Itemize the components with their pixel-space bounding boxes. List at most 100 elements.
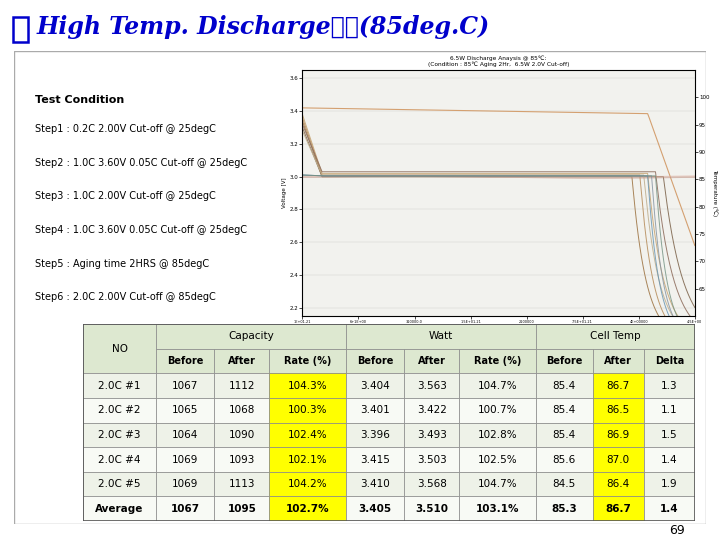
Text: Delta: Delta <box>654 356 684 366</box>
Text: 3.410: 3.410 <box>360 479 390 489</box>
Text: Step4 : 1.0C 3.60V 0.05C Cut-off @ 25degC: Step4 : 1.0C 3.60V 0.05C Cut-off @ 25deg… <box>35 225 247 235</box>
Y-axis label: Voltage [V]: Voltage [V] <box>282 178 287 208</box>
Text: Cell Temp: Cell Temp <box>590 332 641 341</box>
Text: 86.7: 86.7 <box>607 381 630 390</box>
Text: Step5 : Aging time 2HRS @ 85degC: Step5 : Aging time 2HRS @ 85degC <box>35 259 210 268</box>
Bar <box>593 398 644 422</box>
Y-axis label: Temperature (℃): Temperature (℃) <box>712 170 718 217</box>
Bar <box>346 324 536 349</box>
Bar <box>156 447 215 472</box>
Text: 3.493: 3.493 <box>417 430 446 440</box>
Bar <box>644 373 695 398</box>
Text: 3.568: 3.568 <box>417 479 446 489</box>
Bar <box>156 496 215 521</box>
Text: 102.4%: 102.4% <box>288 430 328 440</box>
Text: 1.1: 1.1 <box>661 405 678 415</box>
Text: 84.5: 84.5 <box>552 479 576 489</box>
Text: 1.4: 1.4 <box>660 504 679 514</box>
Bar <box>459 472 536 496</box>
Text: NO: NO <box>112 343 127 354</box>
Text: 86.5: 86.5 <box>607 405 630 415</box>
Bar <box>156 373 215 398</box>
Bar <box>404 398 459 422</box>
Text: 85.4: 85.4 <box>552 405 576 415</box>
Text: 100.3%: 100.3% <box>288 405 328 415</box>
Bar <box>346 422 404 447</box>
Text: 69: 69 <box>669 524 685 537</box>
Text: Before: Before <box>167 356 204 366</box>
Bar <box>536 398 593 422</box>
Bar <box>269 349 346 373</box>
Text: 2.0C #4: 2.0C #4 <box>98 455 141 464</box>
Bar <box>459 398 536 422</box>
Bar <box>269 422 346 447</box>
Bar <box>404 349 459 373</box>
Text: Step6 : 2.0C 2.00V Cut-off @ 85degC: Step6 : 2.0C 2.00V Cut-off @ 85degC <box>35 292 216 302</box>
Bar <box>215 349 269 373</box>
Bar <box>13 17 28 42</box>
Bar <box>346 447 404 472</box>
Text: 1069: 1069 <box>172 479 199 489</box>
Text: 2.0C #2: 2.0C #2 <box>98 405 141 415</box>
Text: 102.8%: 102.8% <box>477 430 517 440</box>
Text: 100.7%: 100.7% <box>477 405 517 415</box>
Bar <box>536 349 593 373</box>
Text: Step3 : 1.0C 2.00V Cut-off @ 25degC: Step3 : 1.0C 2.00V Cut-off @ 25degC <box>35 192 216 201</box>
Bar <box>346 373 404 398</box>
Text: 85.3: 85.3 <box>552 504 577 514</box>
Text: Rate (%): Rate (%) <box>474 356 521 366</box>
Text: Test Condition: Test Condition <box>35 94 125 105</box>
Text: 1067: 1067 <box>172 381 199 390</box>
Text: 104.3%: 104.3% <box>288 381 328 390</box>
Bar <box>404 422 459 447</box>
Bar <box>269 496 346 521</box>
Bar <box>459 349 536 373</box>
Bar <box>215 373 269 398</box>
Text: 104.7%: 104.7% <box>477 381 517 390</box>
Bar <box>215 447 269 472</box>
Text: 3.415: 3.415 <box>360 455 390 464</box>
Text: After: After <box>604 356 632 366</box>
Bar <box>593 496 644 521</box>
Text: High Temp. Discharge특성(85deg.C): High Temp. Discharge특성(85deg.C) <box>37 16 490 39</box>
Text: 86.4: 86.4 <box>607 479 630 489</box>
Bar <box>83 422 156 447</box>
Bar <box>83 496 156 521</box>
Bar <box>404 373 459 398</box>
Bar <box>83 472 156 496</box>
Text: 87.0: 87.0 <box>607 455 630 464</box>
Bar <box>156 422 215 447</box>
Bar <box>156 472 215 496</box>
Bar <box>346 398 404 422</box>
Bar <box>593 373 644 398</box>
Bar <box>83 447 156 472</box>
Bar <box>644 472 695 496</box>
Bar <box>346 349 404 373</box>
Bar <box>644 447 695 472</box>
Bar <box>536 324 695 349</box>
Bar <box>644 398 695 422</box>
Bar <box>593 472 644 496</box>
Text: Step1 : 0.2C 2.00V Cut-off @ 25degC: Step1 : 0.2C 2.00V Cut-off @ 25degC <box>35 124 216 134</box>
Bar <box>459 373 536 398</box>
Text: Watt: Watt <box>428 332 453 341</box>
Text: 3.401: 3.401 <box>360 405 390 415</box>
Text: 1112: 1112 <box>229 381 255 390</box>
Bar <box>404 447 459 472</box>
Bar <box>536 447 593 472</box>
Bar <box>83 373 156 398</box>
Bar <box>156 324 346 349</box>
Bar <box>215 398 269 422</box>
Text: 3.404: 3.404 <box>360 381 390 390</box>
Bar <box>459 496 536 521</box>
Text: 3.405: 3.405 <box>359 504 392 514</box>
Text: 1090: 1090 <box>229 430 255 440</box>
Text: 1093: 1093 <box>229 455 255 464</box>
Bar <box>83 324 156 373</box>
Title: 6.5W Discharge Anaysis @ 85℃:
(Condition : 85℃ Aging 2Hr,  6.5W 2.0V Cut-off): 6.5W Discharge Anaysis @ 85℃: (Condition… <box>428 55 570 67</box>
Text: 85.4: 85.4 <box>552 381 576 390</box>
Bar <box>156 398 215 422</box>
Text: 86.9: 86.9 <box>607 430 630 440</box>
Text: After: After <box>418 356 446 366</box>
Bar <box>156 349 215 373</box>
